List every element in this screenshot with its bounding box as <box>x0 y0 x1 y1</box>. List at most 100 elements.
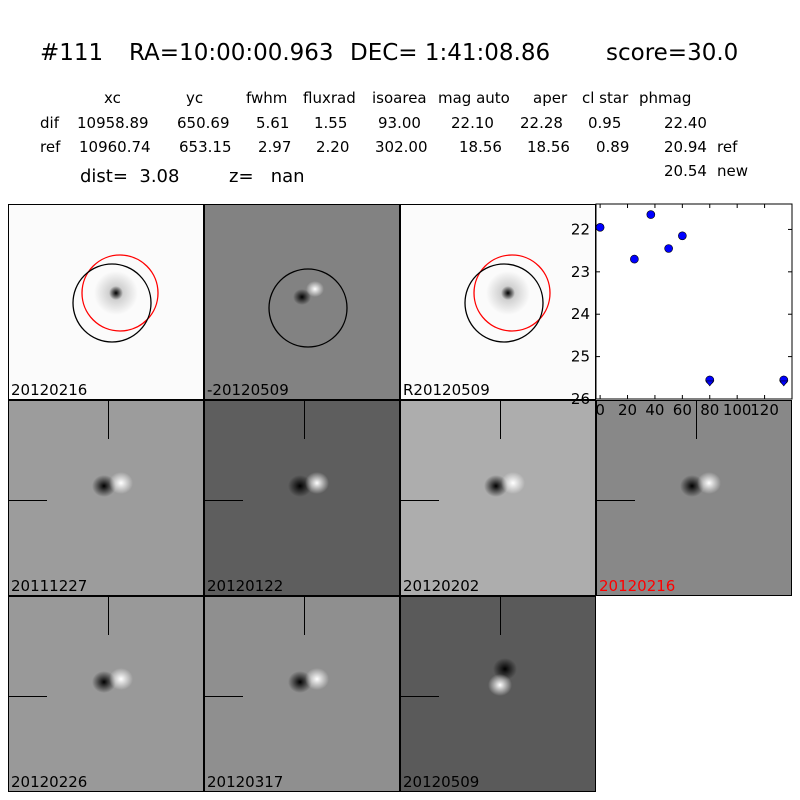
stamp-image <box>72 254 159 343</box>
stamp-panel: 20120317 <box>204 596 400 792</box>
stamp-panel: 20120122 <box>204 400 400 596</box>
positive-residual <box>501 472 525 494</box>
x-tick-label: 20 <box>618 401 637 419</box>
object-id: #111 <box>40 40 104 66</box>
crosshair-horizontal <box>401 500 439 501</box>
row-dif-fluxrad: 1.55 <box>314 114 348 132</box>
x-tick-label: 100 <box>723 401 752 419</box>
crosshair-vertical <box>304 597 305 635</box>
row-ref-phmag: 20.94 <box>664 138 707 156</box>
row-ref-isoarea: 302.00 <box>375 138 428 156</box>
ra-value: RA=10:00:00.963 <box>129 40 334 66</box>
row-ref-suffix: ref <box>717 138 738 156</box>
upper-limit-marker <box>705 380 715 387</box>
y-tick-label: 26 <box>571 390 590 408</box>
crosshair-vertical <box>500 597 501 635</box>
crosshair-vertical <box>108 597 109 635</box>
data-point <box>630 254 639 264</box>
stamp-image <box>484 472 525 497</box>
stamp-label: R20120509 <box>403 381 490 399</box>
col-mag-auto: mag auto <box>438 89 510 107</box>
stamp-label: -20120509 <box>207 381 289 399</box>
star-core <box>109 286 123 300</box>
stamp-label: 20120509 <box>403 773 480 791</box>
stamp-label: 20120216 <box>599 577 676 595</box>
stamp-image <box>92 668 133 693</box>
stamp-image <box>268 268 348 348</box>
stamp-image <box>92 472 133 497</box>
x-tick-label: 0 <box>595 401 605 419</box>
row-ref-xc: 10960.74 <box>79 138 151 156</box>
plot-frame <box>595 203 793 400</box>
stamp-image <box>288 668 329 693</box>
col-yc: yc <box>186 89 204 107</box>
crosshair-horizontal <box>205 500 243 501</box>
x-tick-label: 120 <box>750 401 779 419</box>
stamp-image <box>680 472 721 497</box>
new-phmag: 20.54 <box>664 162 707 180</box>
col-aper: aper <box>533 89 568 107</box>
row-dif-yc: 650.69 <box>177 114 230 132</box>
data-point <box>664 244 673 253</box>
row-dif-cl-star: 0.95 <box>588 114 622 132</box>
row-dif-phmag: 22.40 <box>664 114 707 132</box>
stamp-panel: -20120509 <box>204 204 400 400</box>
col-xc: xc <box>104 89 121 107</box>
row-dif-fwhm: 5.61 <box>256 114 290 132</box>
row-dif-name: dif <box>40 114 59 132</box>
positive-residual <box>306 281 324 297</box>
positive-residual <box>305 668 329 690</box>
new-aperture-circle <box>464 263 544 343</box>
positive-residual <box>305 472 329 494</box>
row-ref-cl-star: 0.89 <box>596 138 630 156</box>
y-tick-label: 24 <box>571 305 590 323</box>
crosshair-horizontal <box>205 696 243 697</box>
stamp-panel: 20120216 <box>596 400 792 596</box>
stamp-label: 20120122 <box>207 577 284 595</box>
positive-residual <box>109 472 133 494</box>
row-dif-aper: 22.28 <box>520 114 563 132</box>
y-tick-label: 25 <box>571 348 590 366</box>
crosshair-vertical <box>108 401 109 439</box>
row-dif-xc: 10958.89 <box>77 114 149 132</box>
stamp-panel: 20120216 <box>8 204 204 400</box>
stamp-label: 20120317 <box>207 773 284 791</box>
y-tick-label: 23 <box>571 263 590 281</box>
y-tick-label: 22 <box>571 220 590 238</box>
crosshair-vertical <box>304 401 305 439</box>
positive-residual <box>488 674 512 696</box>
stamp-label: 20120202 <box>403 577 480 595</box>
new-suffix: new <box>717 162 749 180</box>
stamp-image <box>464 254 551 343</box>
stamp-image <box>488 658 517 696</box>
positive-residual <box>109 668 133 690</box>
data-point <box>595 223 605 232</box>
stamp-panel: 20111227 <box>8 400 204 596</box>
dec-value: DEC= 1:41:08.86 <box>350 40 551 66</box>
x-tick-label: 60 <box>673 401 692 419</box>
row-dif-mag-auto: 22.10 <box>451 114 494 132</box>
row-ref-fluxrad: 2.20 <box>316 138 350 156</box>
crosshair-vertical <box>696 401 697 439</box>
positive-residual <box>697 472 721 494</box>
star-core <box>501 286 515 300</box>
score-value: score=30.0 <box>606 40 739 66</box>
stamp-label: 20120216 <box>11 381 88 399</box>
stamp-panel: 20120226 <box>8 596 204 792</box>
crosshair-horizontal <box>9 696 47 697</box>
row-ref-aper: 18.56 <box>527 138 570 156</box>
stamp-panel: 20120202 <box>400 400 596 596</box>
ref-aperture-circle <box>473 254 551 332</box>
z-value: z= nan <box>229 166 305 187</box>
col-cl-star: cl star <box>582 89 629 107</box>
crosshair-vertical <box>500 401 501 439</box>
col-fwhm: fwhm <box>246 89 288 107</box>
dist-value: dist= 3.08 <box>80 166 180 187</box>
new-aperture-circle <box>72 263 152 343</box>
ref-aperture-circle <box>81 254 159 332</box>
stamp-panel: R20120509 <box>400 204 596 400</box>
row-dif-isoarea: 93.00 <box>378 114 421 132</box>
negative-residual <box>293 289 311 305</box>
col-isoarea: isoarea <box>372 89 427 107</box>
row-ref-name: ref <box>40 138 61 156</box>
